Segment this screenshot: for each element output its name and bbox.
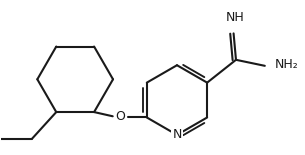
- Text: NH₂: NH₂: [275, 58, 299, 71]
- Text: O: O: [116, 110, 125, 123]
- Text: N: N: [172, 128, 182, 141]
- Text: NH: NH: [225, 11, 244, 24]
